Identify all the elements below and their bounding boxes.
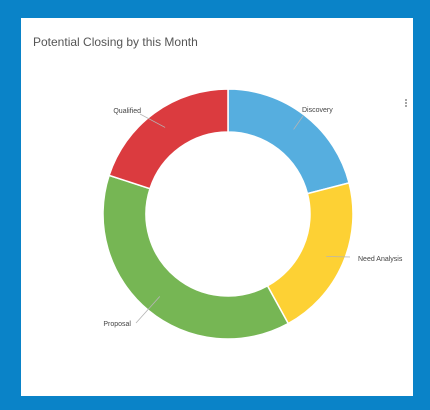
slice-label-qualified: Qualified [113, 108, 141, 115]
leader-line [135, 296, 161, 324]
more-vertical-icon[interactable] [404, 99, 408, 109]
donut-slice-need-analysis[interactable] [266, 182, 354, 325]
slice-label-proposal: Proposal [103, 321, 131, 328]
slice-label-need-analysis: Need Analysis [358, 256, 403, 263]
leader-line [139, 113, 166, 128]
donut-slice-qualified[interactable] [108, 88, 229, 190]
leader-line [293, 115, 304, 130]
slice-label-discovery: Discovery [302, 107, 333, 114]
chart-title: Potential Closing by this Month [33, 35, 198, 49]
donut-slice-proposal[interactable] [102, 174, 290, 340]
donut-slice-discovery[interactable] [227, 88, 350, 195]
leader-line [326, 256, 351, 258]
